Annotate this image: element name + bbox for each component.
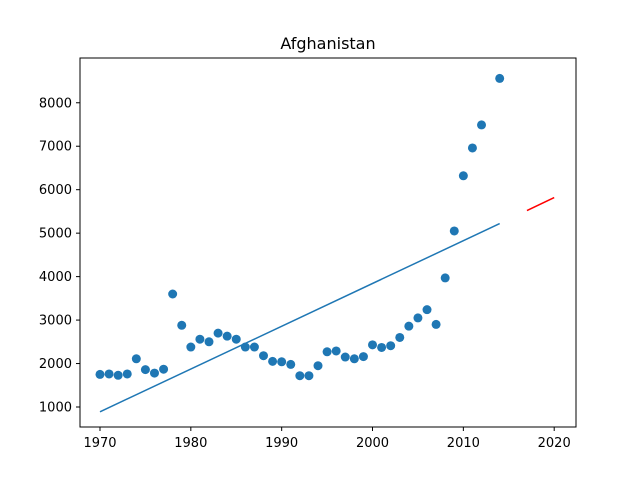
data-point	[231, 334, 241, 344]
y-tick-label: 1000	[39, 401, 72, 416]
data-point	[268, 356, 278, 366]
data-point	[159, 364, 169, 374]
axes-frame	[79, 57, 577, 428]
data-point	[304, 371, 314, 381]
y-tick-label: 5000	[39, 227, 72, 242]
x-tick-label: 2010	[447, 436, 480, 451]
data-point	[368, 340, 378, 350]
data-point	[177, 320, 187, 330]
data-point	[249, 342, 259, 352]
trend-line	[99, 222, 501, 413]
data-point	[222, 331, 232, 341]
data-point	[149, 368, 159, 378]
y-tick-label: 6000	[39, 183, 72, 198]
y-tick-label: 7000	[39, 140, 72, 155]
data-point	[340, 352, 350, 362]
forecast-line	[526, 196, 555, 212]
data-point	[495, 73, 505, 83]
data-point	[240, 342, 250, 352]
data-point	[286, 359, 296, 369]
data-point	[186, 342, 196, 352]
data-point	[467, 143, 477, 153]
data-point	[413, 313, 423, 323]
data-point	[313, 361, 323, 371]
plot-area	[95, 73, 555, 413]
x-tick-label: 2000	[356, 436, 389, 451]
chart-title: Afghanistan	[280, 34, 375, 53]
y-tick-label: 4000	[39, 270, 72, 285]
data-point	[404, 321, 414, 331]
data-point	[440, 273, 450, 283]
data-point	[122, 369, 132, 379]
data-point	[277, 357, 287, 367]
data-point	[295, 371, 305, 381]
x-tick-label: 1980	[174, 436, 207, 451]
x-tick-label: 1970	[83, 436, 116, 451]
y-tick-label: 2000	[39, 357, 72, 372]
data-point	[140, 365, 150, 375]
data-point	[477, 120, 487, 130]
data-point	[349, 354, 359, 364]
data-point	[168, 289, 178, 299]
data-point	[204, 337, 214, 347]
y-tick-label: 8000	[39, 96, 72, 111]
data-point	[95, 369, 105, 379]
data-point	[458, 171, 468, 181]
y-tick-label: 3000	[39, 314, 72, 329]
data-point	[213, 328, 223, 338]
axis-ticks: 1970 1980 1990 2000 2010 2020 1000 2000 3000 4000…	[39, 96, 571, 451]
x-tick-label: 1990	[265, 436, 298, 451]
data-point	[195, 334, 205, 344]
data-point	[422, 305, 432, 315]
x-tick-label: 2020	[538, 436, 571, 451]
data-point	[259, 351, 268, 361]
data-point	[131, 354, 141, 364]
data-point	[395, 332, 405, 342]
data-point	[377, 342, 387, 352]
data-point	[358, 352, 368, 362]
data-point	[449, 226, 459, 236]
data-point	[113, 370, 123, 380]
data-point	[104, 369, 114, 379]
data-point	[322, 347, 332, 357]
data-point	[431, 319, 441, 329]
data-point	[386, 341, 396, 351]
data-point	[331, 346, 341, 356]
